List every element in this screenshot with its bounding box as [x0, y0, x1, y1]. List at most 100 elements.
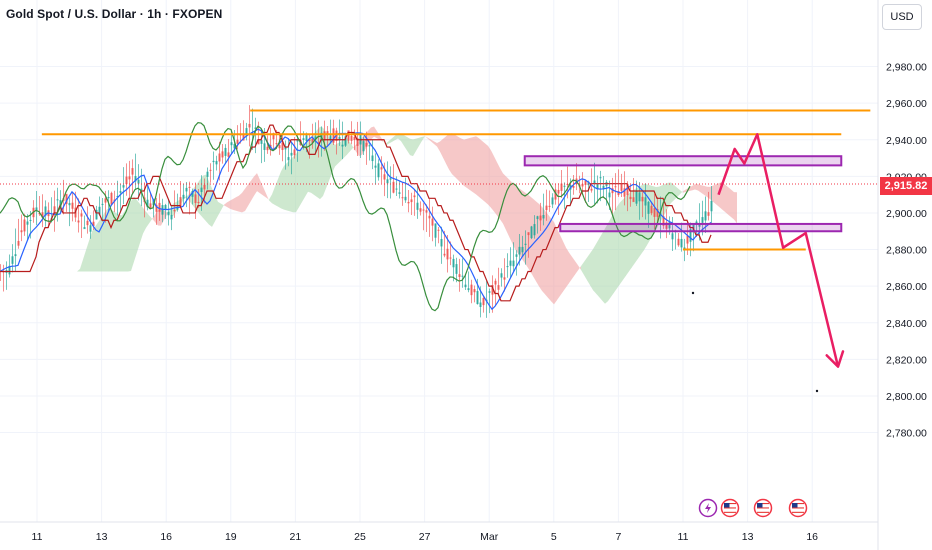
cloud-segment: [83, 250, 86, 271]
cloud-segment: [77, 269, 80, 272]
candle-body: [393, 182, 395, 193]
flag-stripe: [757, 510, 769, 511]
cloud-segment: [266, 194, 269, 201]
candle-body: [480, 303, 482, 307]
candle-body: [561, 184, 563, 191]
cloud-segment: [482, 141, 485, 202]
candle-body: [81, 213, 83, 216]
candle-body: [390, 178, 392, 179]
cloud-segment: [494, 156, 497, 215]
cloud-segment: [230, 199, 233, 210]
cloud-segment: [224, 202, 227, 207]
cloud-segment: [302, 144, 305, 202]
candle-body: [87, 221, 89, 225]
cloud-segment: [119, 215, 122, 271]
event-icons[interactable]: [700, 500, 807, 517]
time-axis[interactable]: 11 13 16 19 21 25 27 Mar 5 7 11 13 16: [32, 531, 819, 543]
candle-body: [414, 195, 416, 197]
time-tick-label: 11: [678, 531, 689, 543]
cloud-segment: [704, 186, 707, 197]
candle-body: [198, 202, 200, 203]
candle-body: [231, 142, 233, 145]
cloud-segment: [401, 134, 404, 146]
cloud-segment: [674, 185, 677, 200]
cloud-segment: [695, 184, 698, 190]
cloud-segment: [602, 229, 605, 304]
cloud-segment: [485, 143, 488, 204]
candle-body: [432, 219, 434, 226]
cloud-segment: [284, 163, 287, 211]
price-tick-label: 2,860.00: [886, 281, 927, 293]
candle-body: [72, 203, 74, 209]
candle-body: [120, 191, 122, 193]
candle-body: [456, 264, 458, 274]
cloud-segment: [98, 218, 101, 271]
cloud-segment: [410, 139, 413, 156]
cloud-segment: [548, 215, 551, 302]
cloud-segment: [692, 184, 695, 190]
time-tick-label: 16: [160, 531, 172, 543]
cloud-segment: [461, 138, 464, 186]
candle-body: [207, 172, 209, 177]
candle-body: [228, 152, 230, 156]
candle-body: [27, 222, 29, 225]
candle-body: [459, 274, 461, 277]
candle-body: [351, 136, 353, 141]
candle-body: [384, 174, 386, 179]
price-tick-label: 2,820.00: [886, 354, 927, 366]
candle-body: [78, 221, 80, 223]
cloud-segment: [431, 140, 434, 144]
candle-body: [702, 217, 704, 223]
candle-body: [90, 225, 92, 231]
us-flag-event-icon[interactable]: [790, 500, 807, 517]
candle-body: [174, 210, 176, 211]
price-axis[interactable]: 2,780.00 2,800.00 2,820.00 2,840.00 2,860.00…: [886, 62, 927, 440]
cloud-segment: [374, 127, 377, 139]
candle-body: [681, 239, 683, 247]
time-tick-label: 5: [551, 531, 557, 543]
cloud-segment: [458, 137, 461, 183]
cloud-segment: [272, 187, 275, 205]
cloud-segment: [131, 197, 134, 271]
cloud-segment: [434, 141, 437, 146]
candle-body: [369, 145, 371, 146]
cloud-segment: [593, 244, 596, 294]
candle-body: [195, 194, 197, 203]
cloud-segment: [734, 192, 737, 223]
cloud-segment: [107, 209, 110, 272]
candle-body: [537, 216, 539, 219]
cloud-segment: [122, 211, 125, 272]
cloud-segment: [245, 185, 248, 211]
price-tick-label: 2,880.00: [886, 245, 927, 257]
cloud-segment: [515, 185, 518, 253]
us-flag-event-icon[interactable]: [722, 500, 739, 517]
cloud-segment: [146, 212, 149, 228]
us-flag-event-icon[interactable]: [755, 500, 772, 517]
zone-rectangle: [560, 224, 841, 231]
price-tick-label: 2,940.00: [886, 135, 927, 147]
candle-body: [210, 170, 212, 171]
cloud-segment: [668, 182, 671, 207]
currency-button[interactable]: USD: [882, 4, 922, 30]
candle-body: [303, 138, 305, 140]
candle-body: [129, 176, 131, 179]
cloud-segment: [404, 135, 407, 150]
candle-body: [648, 202, 650, 214]
cloud-segment: [578, 265, 581, 270]
price-tick-label: 2,980.00: [886, 62, 927, 74]
lightning-event-icon[interactable]: [700, 500, 717, 517]
cloud-segment: [251, 176, 254, 200]
candle-body: [366, 143, 368, 147]
candle-body: [531, 226, 533, 238]
projection[interactable]: [692, 134, 843, 392]
cloud-segment: [140, 204, 143, 243]
candle-body: [678, 239, 680, 245]
candle-body: [288, 157, 290, 160]
candle-body: [507, 266, 509, 267]
candle-body: [102, 204, 104, 205]
cloud-segment: [215, 195, 218, 221]
cloud-segment: [377, 131, 380, 140]
cloud-segment: [545, 211, 548, 298]
